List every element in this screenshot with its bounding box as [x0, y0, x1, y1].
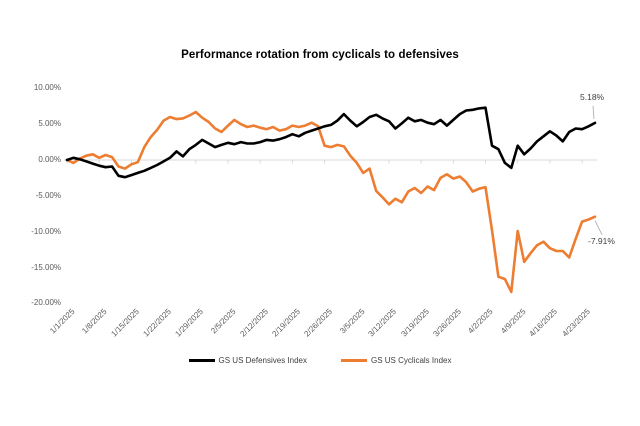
y-axis-label: -5.00%	[35, 190, 61, 200]
defensives-line-swatch	[188, 359, 215, 362]
end-label-leader-line	[594, 220, 603, 235]
legend-label-defensives: GS US Defensives Index	[218, 356, 307, 365]
chart-title: Performance rotation from cyclicals to d…	[181, 49, 459, 61]
cyclicals-line	[65, 110, 597, 294]
legend-item-defensives: GS US Defensives Index	[188, 356, 307, 365]
y-axis-label: 0.00%	[38, 155, 61, 164]
legend: GS US Defensives Index GS US Cyclicals I…	[0, 356, 640, 365]
cyclicals-line-swatch	[341, 359, 367, 362]
cyclicals-end-label: -7.91%	[588, 235, 615, 246]
y-axis-label: 10.00%	[33, 83, 61, 93]
y-axis-label: 5.00%	[38, 119, 61, 129]
legend-label-cyclicals: GS US Cyclicals Index	[371, 356, 452, 365]
defensives-end-label: 5.18%	[580, 91, 605, 102]
y-axis-label: -10.00%	[31, 226, 61, 236]
end-label-leader-line	[592, 105, 595, 119]
legend-item-cyclicals: GS US Cyclicals Index	[341, 356, 451, 365]
defensives-line	[65, 106, 597, 179]
y-axis-label: -20.00%	[31, 298, 61, 308]
y-axis-label: -15.00%	[31, 262, 61, 272]
leader-lines	[592, 105, 603, 235]
